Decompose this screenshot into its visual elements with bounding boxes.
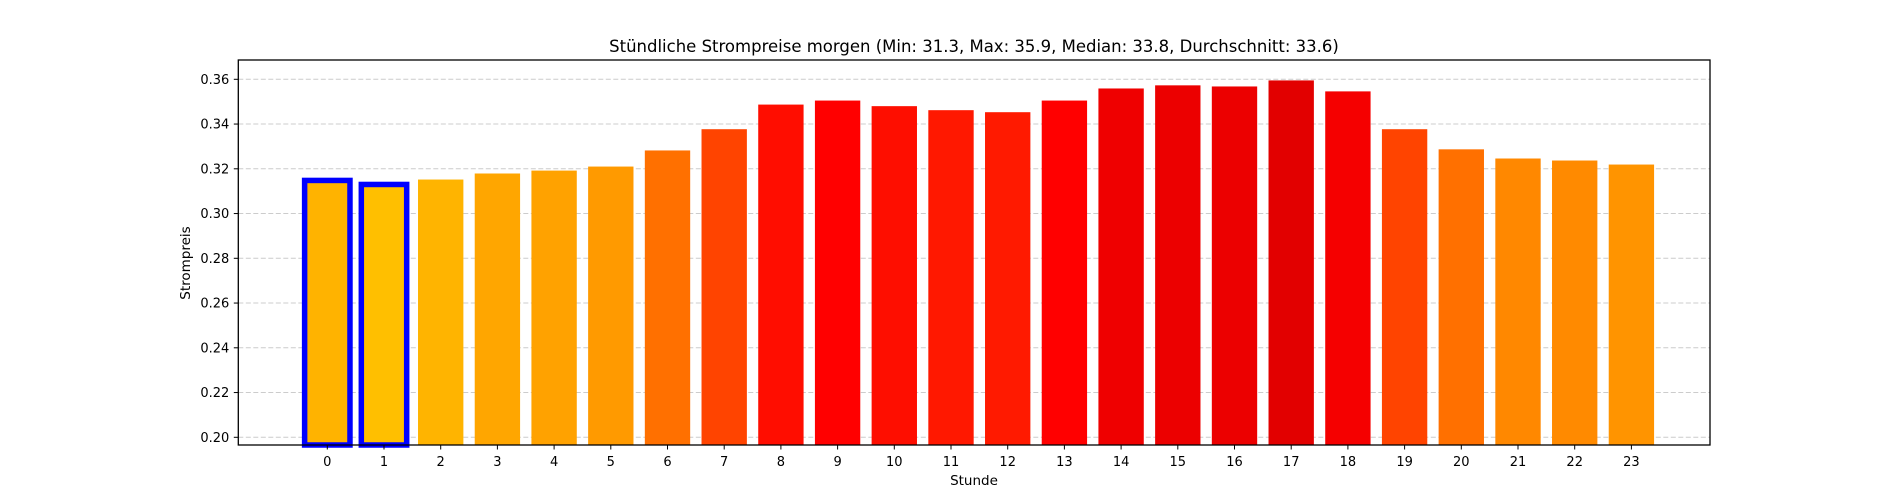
x-tick-label: 1 — [380, 455, 388, 470]
x-tick-label: 22 — [1566, 455, 1583, 470]
bar — [474, 173, 521, 445]
bar — [928, 110, 974, 446]
bar — [1608, 164, 1655, 445]
y-tick-label: 0.28 — [200, 252, 229, 267]
bar — [985, 112, 1031, 445]
bar — [1381, 129, 1428, 446]
x-tick-label: 6 — [663, 455, 671, 470]
bar — [1438, 149, 1484, 446]
bar — [418, 179, 464, 446]
bar — [1098, 88, 1144, 445]
y-tick-label: 0.32 — [200, 162, 229, 177]
x-tick-label: 23 — [1623, 455, 1640, 470]
y-axis-label: Strompreis — [178, 226, 194, 299]
highlighted-bar — [301, 177, 353, 448]
bar — [1041, 100, 1088, 446]
x-tick-label: 12 — [999, 455, 1016, 470]
x-tick-label: 17 — [1283, 455, 1300, 470]
x-axis-label: Stunde — [950, 473, 998, 489]
bar — [644, 150, 691, 445]
y-tick-label: 0.24 — [200, 341, 229, 356]
bar — [701, 129, 747, 446]
plot-frame — [237, 59, 1711, 446]
x-tick-label: 20 — [1453, 455, 1470, 470]
x-tick-label: 3 — [493, 455, 501, 470]
bar — [814, 100, 861, 446]
y-tick-label: 0.20 — [200, 431, 229, 446]
x-tick-label: 5 — [607, 455, 615, 470]
x-tick-label: 2 — [437, 455, 445, 470]
x-tick-label: 18 — [1340, 455, 1357, 470]
bar — [588, 166, 634, 445]
x-tick-label: 13 — [1056, 455, 1073, 470]
x-tick-label: 9 — [833, 455, 841, 470]
x-tick-label: 21 — [1510, 455, 1527, 470]
y-axis-ticks: 0.20 0.22 0.24 0.26 0.28 0.30 0.32 0.34 0.36 — [200, 73, 239, 446]
x-tick-label: 4 — [550, 455, 558, 470]
x-tick-label: 15 — [1170, 455, 1187, 470]
y-tick-label: 0.36 — [200, 73, 229, 88]
chart-title: Stündliche Strompreise morgen (Min: 31.3… — [609, 37, 1339, 56]
x-tick-label: 0 — [323, 455, 331, 470]
bar — [758, 104, 804, 446]
bar — [1325, 91, 1371, 445]
x-tick-label: 11 — [943, 455, 960, 470]
x-tick-label: 10 — [886, 455, 903, 470]
bar — [871, 106, 917, 446]
y-tick-label: 0.22 — [200, 386, 229, 401]
x-axis-ticks: 0 1 2 3 4 5 6 7 8 9 10 11 12 13 14 15 16 17 18 19 20 21 22 23 — [323, 445, 1640, 470]
y-tick-label: 0.34 — [200, 118, 229, 133]
bar — [531, 170, 577, 445]
bar — [1552, 160, 1598, 446]
bar — [1155, 85, 1201, 445]
y-tick-label: 0.30 — [200, 207, 229, 222]
bar — [1268, 80, 1314, 445]
x-tick-label: 8 — [777, 455, 785, 470]
y-tick-label: 0.26 — [200, 297, 229, 312]
x-tick-label: 14 — [1113, 455, 1130, 470]
x-tick-label: 19 — [1396, 455, 1413, 470]
highlighted-bar — [358, 181, 410, 448]
bar — [1211, 86, 1258, 446]
bar — [1495, 158, 1541, 445]
x-tick-label: 16 — [1226, 455, 1243, 470]
bars — [301, 80, 1655, 448]
x-tick-label: 7 — [720, 455, 728, 470]
